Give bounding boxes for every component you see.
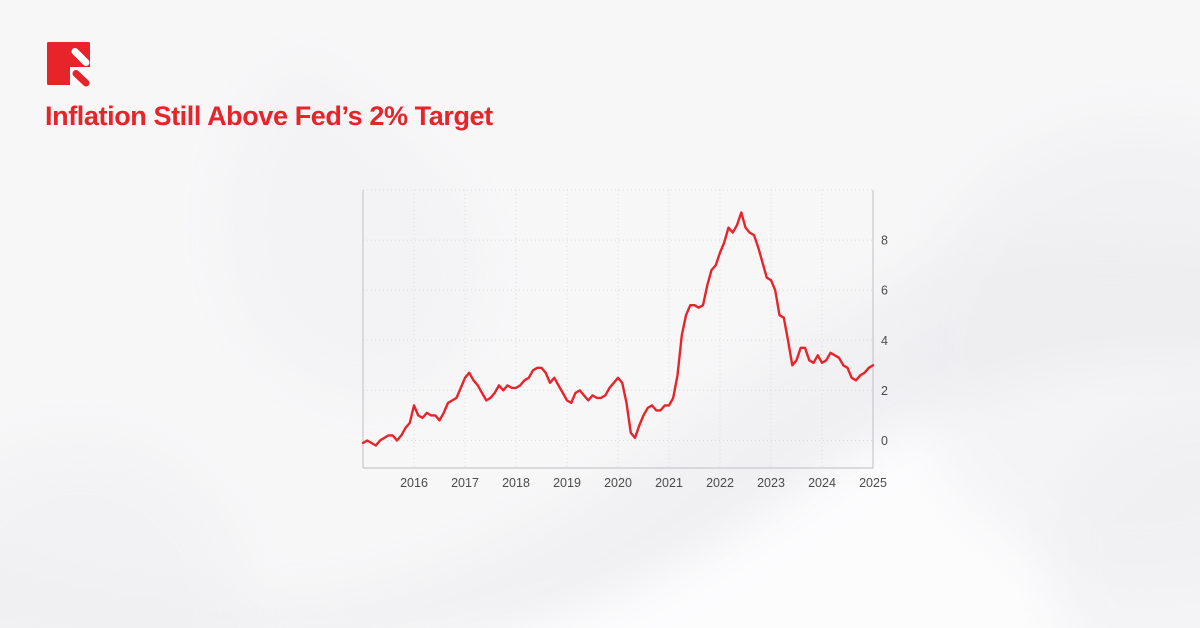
y-tick-label: 4 bbox=[881, 334, 888, 348]
brand-logo-icon bbox=[47, 42, 90, 87]
x-tick-label: 2025 bbox=[859, 476, 887, 490]
page-title: Inflation Still Above Fed’s 2% Target bbox=[45, 101, 493, 131]
x-tick-label: 2018 bbox=[502, 476, 530, 490]
x-tick-label: 2024 bbox=[808, 476, 836, 490]
x-tick-label: 2022 bbox=[706, 476, 734, 490]
x-tick-label: 2016 bbox=[400, 476, 428, 490]
y-tick-label: 0 bbox=[881, 434, 888, 448]
x-tick-label: 2023 bbox=[757, 476, 785, 490]
logo-white-slash bbox=[71, 48, 90, 66]
y-tick-label: 8 bbox=[881, 234, 888, 248]
inflation-line-chart: 2016 2017 2018 2019 2020 2021 2022 2023 2024 2025… bbox=[361, 189, 888, 490]
logo-red-slash bbox=[72, 70, 90, 87]
y-tick-label: 6 bbox=[881, 284, 888, 298]
x-tick-label: 2017 bbox=[451, 476, 479, 490]
x-tick-label: 2019 bbox=[553, 476, 581, 490]
x-tick-label: 2021 bbox=[655, 476, 683, 490]
x-tick-label: 2020 bbox=[604, 476, 632, 490]
inflation-series-line bbox=[361, 211, 875, 447]
y-tick-label: 2 bbox=[881, 384, 888, 398]
